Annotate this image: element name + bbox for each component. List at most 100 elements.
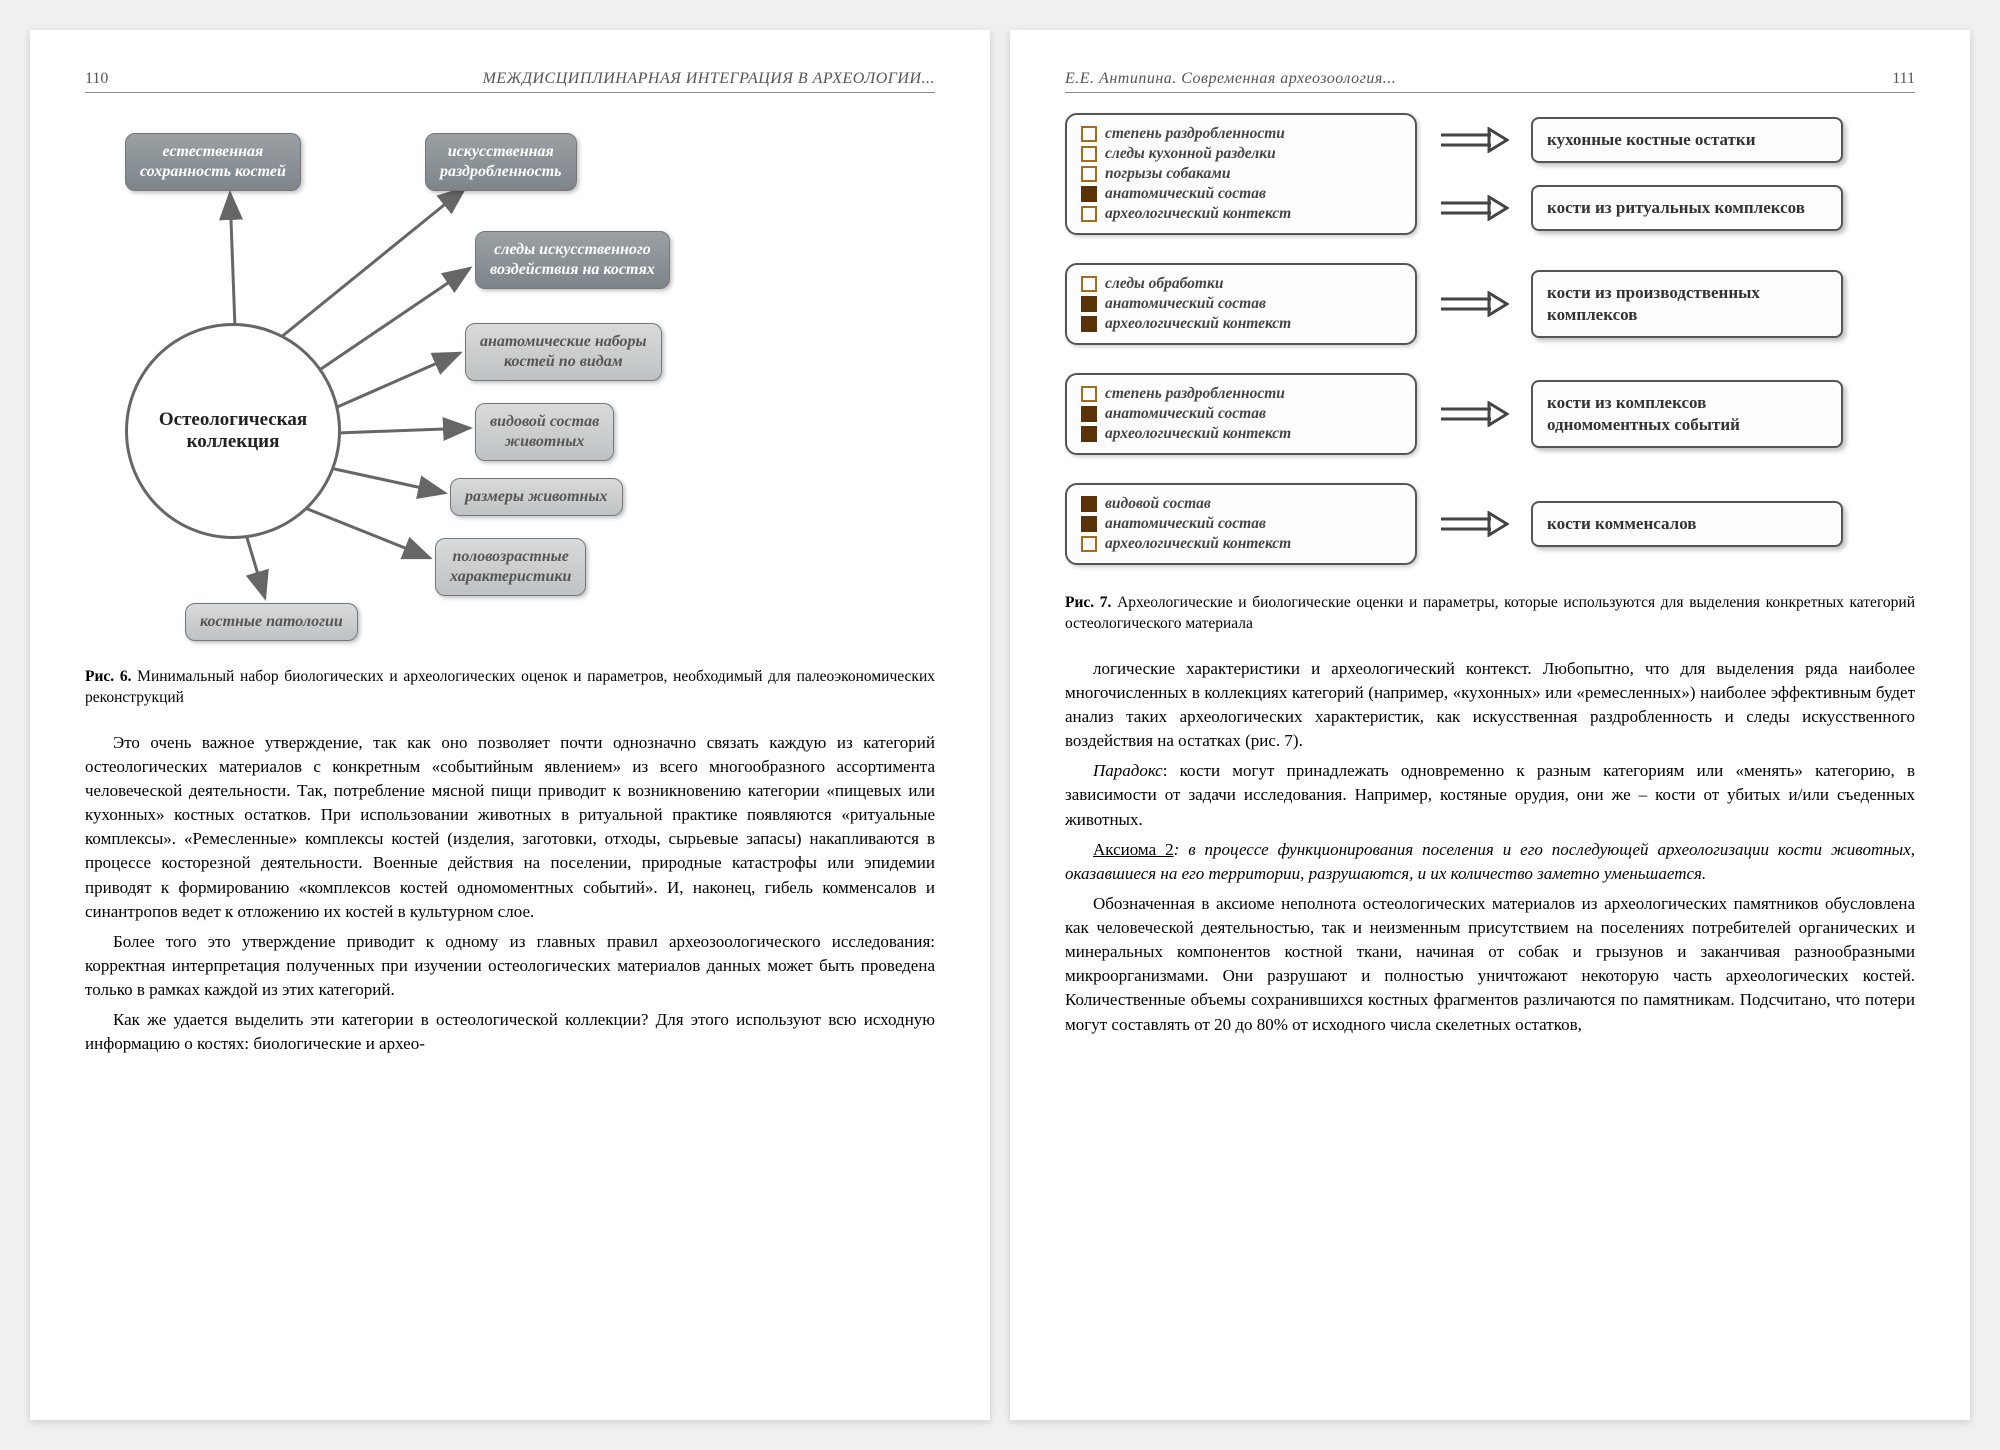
para-paradox: Парадокс: кости могут принадлежать однов… [1065, 759, 1915, 831]
parameter-box: степень раздробленности анатомический сос… [1065, 373, 1417, 455]
parameter-item: археологический контекст [1081, 205, 1401, 223]
checkbox-icon [1081, 406, 1097, 422]
central-circle: Остеологическая коллекция [125, 323, 341, 539]
parameter-label: археологический контекст [1105, 535, 1291, 553]
book-spread: 110 МЕЖДИСЦИПЛИНАРНАЯ ИНТЕГРАЦИЯ В АРХЕО… [0, 0, 2000, 1450]
parameter-label: следы обработки [1105, 275, 1223, 293]
fig7-caption: Рис. 7. Археологические и биологические … [1065, 593, 1915, 635]
diagram-node: анатомические наборыкостей по видам [465, 323, 662, 381]
section-title-left: МЕЖДИСЦИПЛИНАРНАЯ ИНТЕГРАЦИЯ В АРХЕОЛОГИ… [483, 70, 935, 88]
para: Более того это утверждение приводит к од… [85, 930, 935, 1002]
diagram-node: естественнаясохранность костей [125, 133, 301, 191]
paradox-text: : кости могут принадлежать одновременно … [1065, 761, 1915, 828]
checkbox-icon [1081, 276, 1097, 292]
page-number-left: 110 [85, 70, 108, 88]
parameter-item: археологический контекст [1081, 315, 1401, 333]
para-axiom: Аксиома 2: в процессе функционирования п… [1065, 838, 1915, 886]
diagram-node: видовой составживотных [475, 403, 614, 461]
header-left: 110 МЕЖДИСЦИПЛИНАРНАЯ ИНТЕГРАЦИЯ В АРХЕО… [85, 70, 935, 93]
parameter-label: археологический контекст [1105, 315, 1291, 333]
parameter-box: следы обработки анатомический состав архео… [1065, 263, 1417, 345]
paradox-label: Парадокс [1093, 761, 1163, 780]
category-box: кости из производственных комплексов [1531, 270, 1843, 338]
checkbox-icon [1081, 516, 1097, 532]
parameter-box: видовой состав анатомический состав археол… [1065, 483, 1417, 565]
diagram-node: размеры животных [450, 478, 623, 516]
fig7-label: Рис. 7. [1065, 594, 1111, 611]
parameter-label: археологический контекст [1105, 425, 1291, 443]
parameter-item: археологический контекст [1081, 425, 1401, 443]
diagram-node: искусственнаяраздробленность [425, 133, 577, 191]
page-right: Е.Е. Антипина. Современная археозоология… [1010, 30, 1970, 1420]
circle-label: Остеологическая коллекция [128, 409, 338, 453]
axiom-text: : в процессе функционирования поселения … [1065, 840, 1915, 883]
diagram-node: половозрастныехарактеристики [435, 538, 586, 596]
category-box: кости комменсалов [1531, 501, 1843, 547]
parameter-label: погрызы собаками [1105, 165, 1230, 183]
para: Это очень важное утверждение, так как он… [85, 731, 935, 924]
checkbox-icon [1081, 536, 1097, 552]
fig7-row: следы обработки анатомический состав архео… [1065, 263, 1915, 345]
parameter-item: анатомический состав [1081, 515, 1401, 533]
parameter-label: археологический контекст [1105, 205, 1291, 223]
checkbox-icon [1081, 146, 1097, 162]
fig7-row: степень раздробленности следы кухонной ра… [1065, 113, 1915, 235]
arrow-icon [1439, 291, 1509, 317]
category-box: кости из комплексов одномоментных событи… [1531, 380, 1843, 448]
fig6-label: Рис. 6. [85, 668, 131, 685]
parameter-label: степень раздробленности [1105, 125, 1285, 143]
diagram-node: следы искусственноговоздействия на костя… [475, 231, 670, 289]
parameter-label: анатомический состав [1105, 405, 1266, 423]
parameter-label: анатомический состав [1105, 295, 1266, 313]
checkbox-icon [1081, 206, 1097, 222]
page-number-right: 111 [1892, 70, 1915, 88]
parameter-item: следы обработки [1081, 275, 1401, 293]
figure-6-diagram: Остеологическая коллекция естественнаясо… [85, 113, 935, 653]
para: Обозначенная в аксиоме неполнота остеоло… [1065, 892, 1915, 1037]
axiom-label: Аксиома 2 [1093, 840, 1174, 859]
parameter-item: степень раздробленности [1081, 125, 1401, 143]
diagram-node: костные патологии [185, 603, 358, 641]
left-body: Это очень важное утверждение, так как он… [85, 731, 935, 1057]
checkbox-icon [1081, 186, 1097, 202]
parameter-label: анатомический состав [1105, 515, 1266, 533]
fig7-row: степень раздробленности анатомический сос… [1065, 373, 1915, 455]
fig6-caption: Рис. 6. Минимальный набор биологических … [85, 667, 935, 709]
parameter-item: анатомический состав [1081, 185, 1401, 203]
arrow-icon [1439, 401, 1509, 427]
parameter-item: анатомический состав [1081, 405, 1401, 423]
section-title-right: Е.Е. Антипина. Современная археозоология… [1065, 70, 1396, 88]
page-left: 110 МЕЖДИСЦИПЛИНАРНАЯ ИНТЕГРАЦИЯ В АРХЕО… [30, 30, 990, 1420]
parameter-item: погрызы собаками [1081, 165, 1401, 183]
fig7-row: видовой состав анатомический состав археол… [1065, 483, 1915, 565]
parameter-label: анатомический состав [1105, 185, 1266, 203]
arrow-icon [1439, 127, 1509, 153]
checkbox-icon [1081, 316, 1097, 332]
parameter-item: следы кухонной разделки [1081, 145, 1401, 163]
para: логические характеристики и археологичес… [1065, 657, 1915, 754]
parameter-item: степень раздробленности [1081, 385, 1401, 403]
parameter-item: археологический контекст [1081, 535, 1401, 553]
category-box: кухонные костные остатки [1531, 117, 1843, 163]
right-body: логические характеристики и археологичес… [1065, 657, 1915, 1037]
checkbox-icon [1081, 496, 1097, 512]
parameter-box: степень раздробленности следы кухонной ра… [1065, 113, 1417, 235]
parameter-label: видовой состав [1105, 495, 1211, 513]
parameter-item: анатомический состав [1081, 295, 1401, 313]
fig6-text: Минимальный набор биологических и археол… [85, 668, 935, 706]
parameter-label: следы кухонной разделки [1105, 145, 1276, 163]
checkbox-icon [1081, 166, 1097, 182]
category-box: кости из ритуальных комплексов [1531, 185, 1843, 231]
checkbox-icon [1081, 296, 1097, 312]
parameter-item: видовой состав [1081, 495, 1401, 513]
arrow-icon [1439, 511, 1509, 537]
fig7-text: Археологические и биологические оценки и… [1065, 594, 1915, 632]
para: Как же удается выделить эти категории в … [85, 1008, 935, 1056]
checkbox-icon [1081, 386, 1097, 402]
header-right: Е.Е. Антипина. Современная археозоология… [1065, 70, 1915, 93]
arrow-icon [1439, 195, 1509, 221]
checkbox-icon [1081, 126, 1097, 142]
parameter-label: степень раздробленности [1105, 385, 1285, 403]
figure-7-diagram: степень раздробленности следы кухонной ра… [1065, 113, 1915, 565]
checkbox-icon [1081, 426, 1097, 442]
